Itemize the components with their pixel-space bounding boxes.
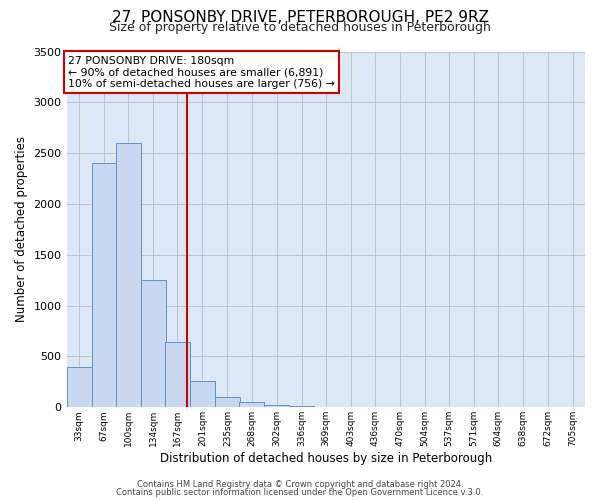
Bar [190, 381, 215, 407]
Bar [264, 405, 289, 407]
Text: Size of property relative to detached houses in Peterborough: Size of property relative to detached ho… [109, 21, 491, 34]
Bar [239, 402, 264, 407]
Y-axis label: Number of detached properties: Number of detached properties [15, 136, 28, 322]
Bar [92, 164, 116, 408]
Bar [141, 280, 166, 407]
Text: 27, PONSONBY DRIVE, PETERBOROUGH, PE2 9RZ: 27, PONSONBY DRIVE, PETERBOROUGH, PE2 9R… [112, 10, 488, 25]
Bar [165, 342, 190, 407]
Text: Contains HM Land Registry data © Crown copyright and database right 2024.: Contains HM Land Registry data © Crown c… [137, 480, 463, 489]
X-axis label: Distribution of detached houses by size in Peterborough: Distribution of detached houses by size … [160, 452, 492, 465]
Bar [67, 366, 92, 408]
Bar [289, 406, 314, 408]
Bar [215, 397, 240, 407]
Bar [116, 143, 141, 407]
Text: 27 PONSONBY DRIVE: 180sqm
← 90% of detached houses are smaller (6,891)
10% of se: 27 PONSONBY DRIVE: 180sqm ← 90% of detac… [68, 56, 335, 89]
Text: Contains public sector information licensed under the Open Government Licence v.: Contains public sector information licen… [116, 488, 484, 497]
